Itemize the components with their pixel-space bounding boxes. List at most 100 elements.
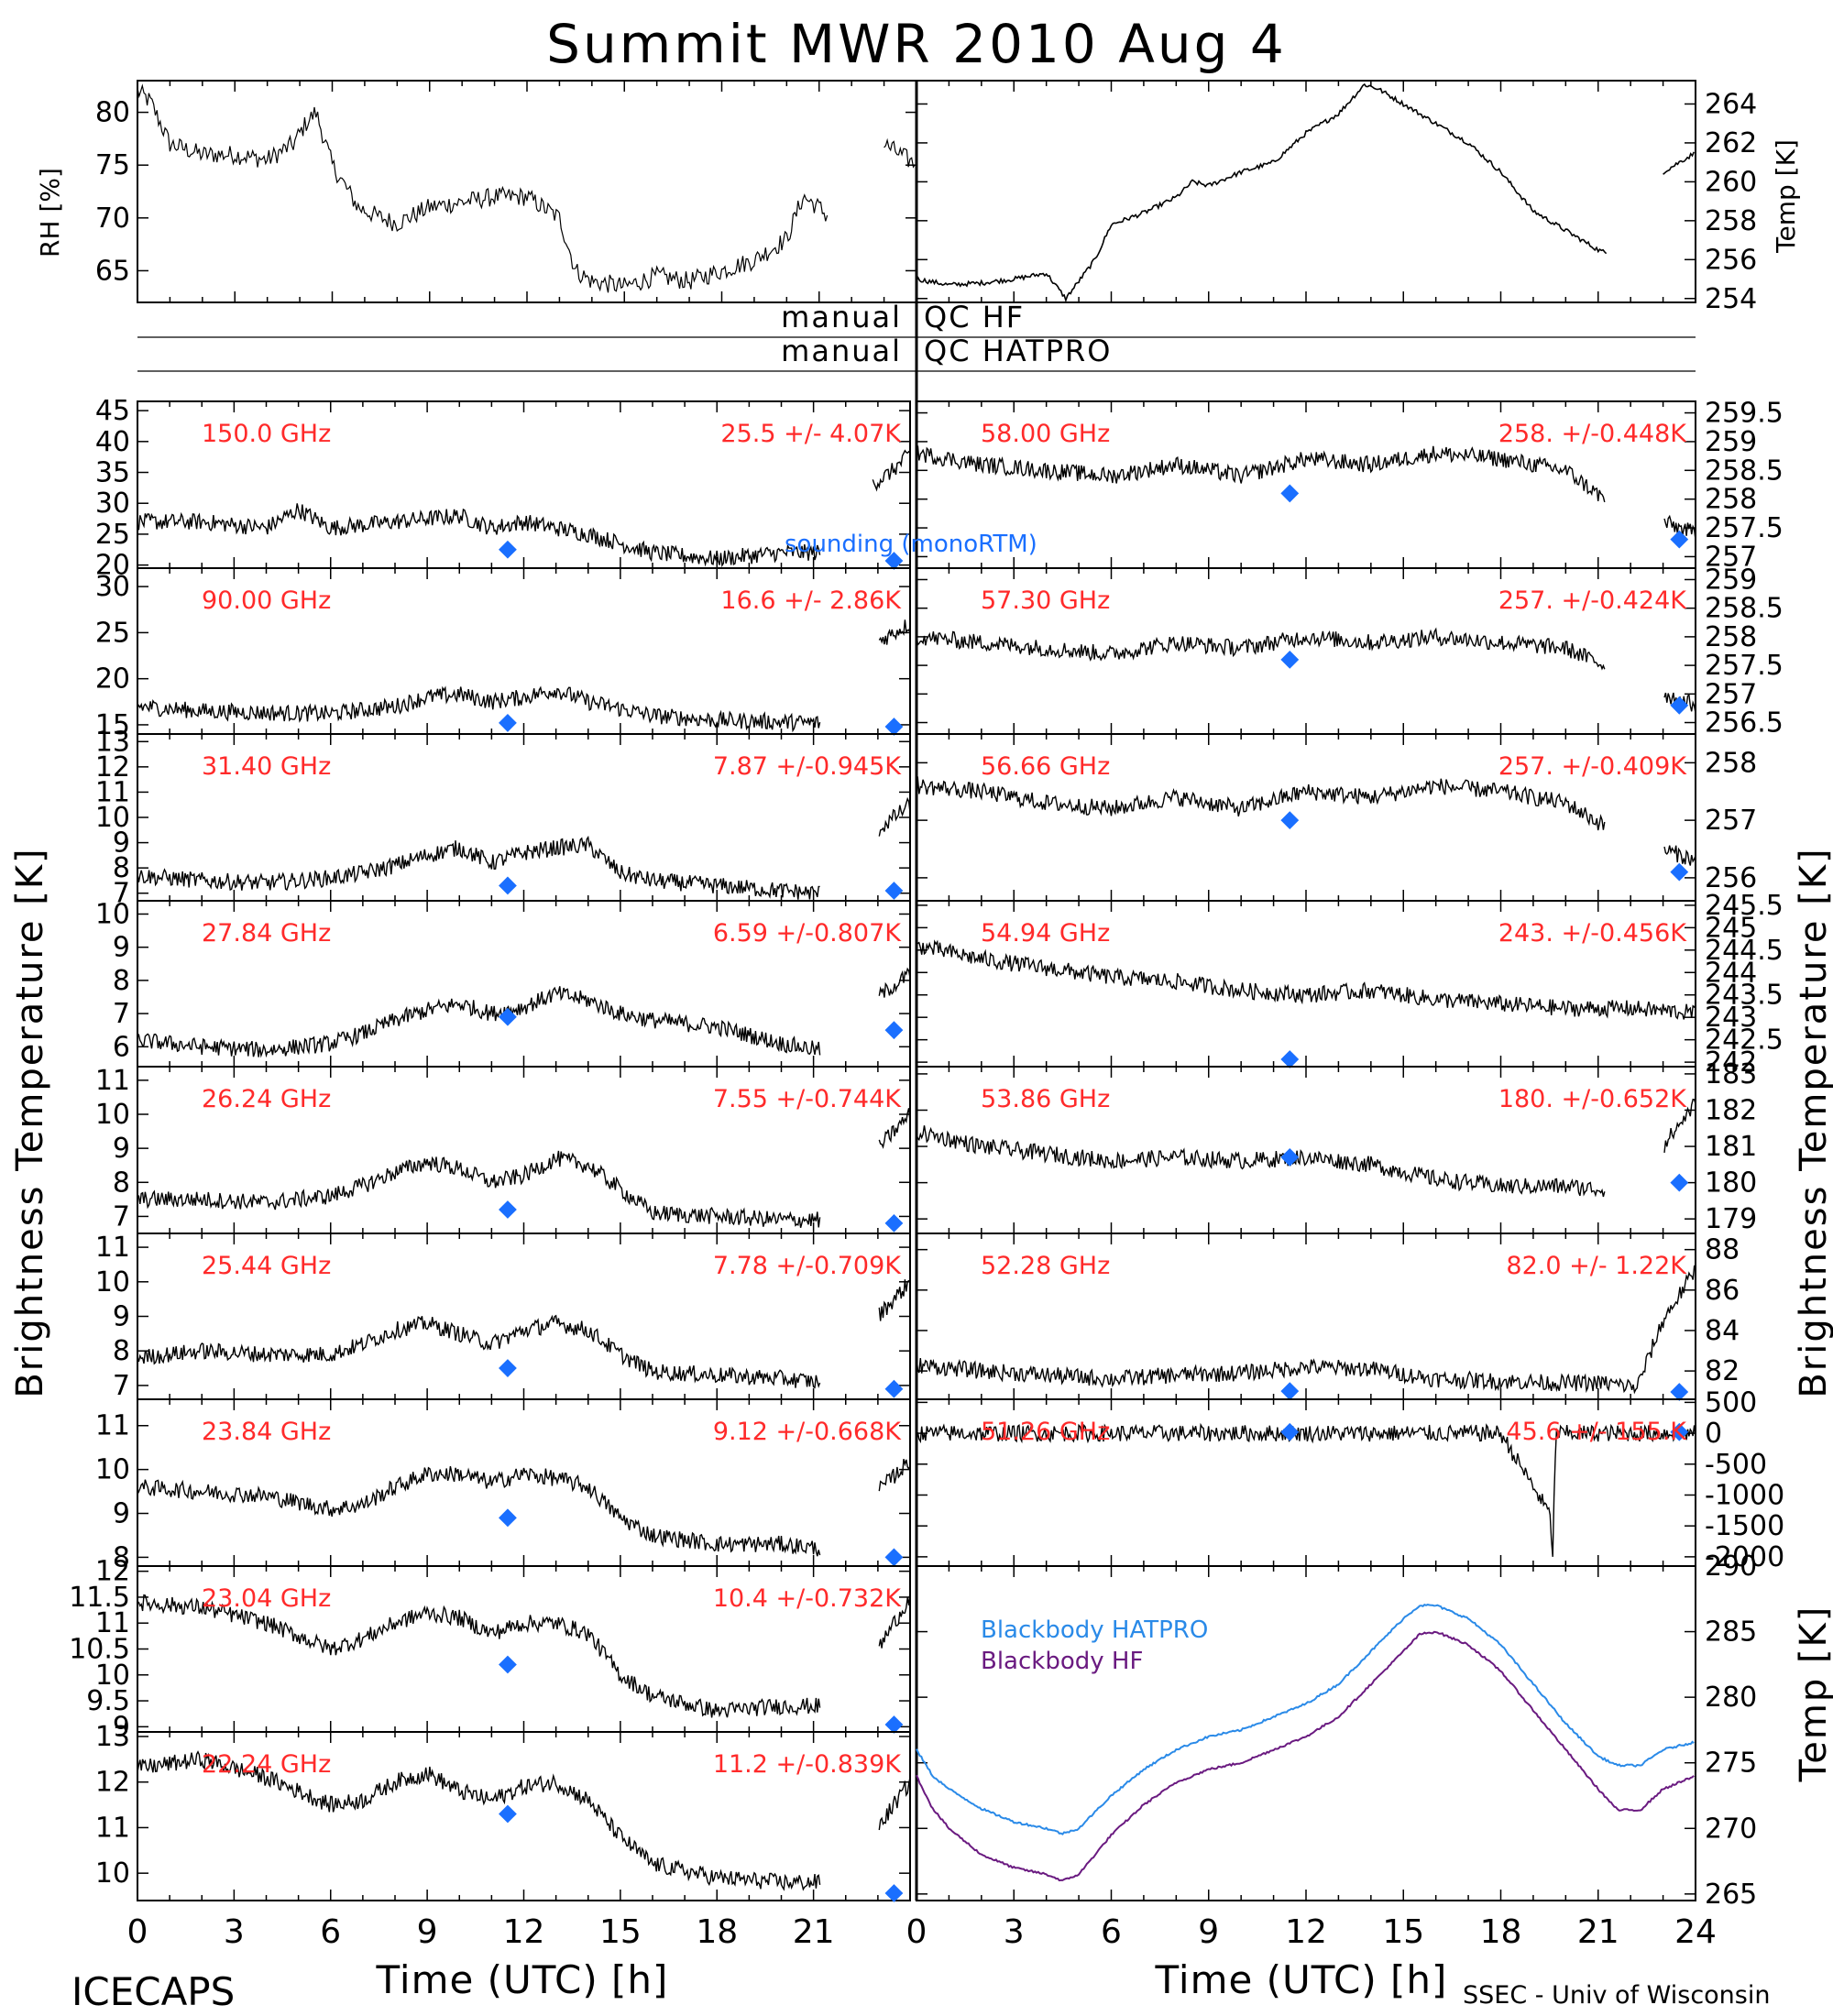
left-channel-1-ytick-label: 20 xyxy=(95,663,130,696)
right-channel-1-stat-label: 257. +/-0.424K xyxy=(1498,586,1687,615)
rh-panel-ytick-label: 80 xyxy=(95,97,130,129)
temp-panel-ytick-label: 260 xyxy=(1705,166,1757,198)
left-y-axis-label: Brightness Temperature [K] xyxy=(9,847,51,1397)
left-channel-6-sounding-marker xyxy=(499,1508,517,1528)
right-channel-0-ytick-label: 257.5 xyxy=(1705,512,1784,544)
left-channel-8-ytick-label: 10 xyxy=(95,1857,130,1890)
left-channel-6-ytick-label: 8 xyxy=(113,1541,130,1573)
right-channel-3-stat-label: 243. +/-0.456K xyxy=(1498,919,1687,948)
right-channel-6-ytick-label: -500 xyxy=(1705,1449,1767,1481)
left-channel-7-ytick-label: 9.5 xyxy=(86,1685,130,1717)
left-channel-4-ytick-label: 9 xyxy=(113,1133,130,1165)
left-channel-2-ytick-label: 11 xyxy=(95,776,130,808)
right-channel-2-ytick-label: 256 xyxy=(1705,862,1757,894)
right-channel-2-stat-label: 257. +/-0.409K xyxy=(1498,752,1687,781)
right-xtick-label: 6 xyxy=(1101,1913,1122,1951)
right-channel-2-sounding-marker xyxy=(1670,862,1689,882)
left-channel-7-freq-label: 23.04 GHz xyxy=(202,1584,331,1613)
right-xtick-label: 0 xyxy=(906,1913,927,1951)
left-channel-4-sounding-marker xyxy=(499,1200,517,1219)
left-channel-1-stat-label: 16.6 +/- 2.86K xyxy=(720,586,902,615)
right-channel-2: 256 257 258 xyxy=(916,733,1757,902)
right-channel-4-freq-label: 53.86 GHz xyxy=(981,1085,1110,1113)
left-channel-3-sounding-marker xyxy=(499,1007,517,1026)
left-channel-3-ytick-label: 7 xyxy=(113,998,130,1030)
left-channel-3-ytick-label: 10 xyxy=(95,898,130,930)
bb-hf-legend: Blackbody HF xyxy=(981,1648,1143,1675)
right-channel-5-stat-label: 82.0 +/- 1.22K xyxy=(1506,1252,1687,1280)
right-channel-0-ytick-label: 258.5 xyxy=(1705,455,1784,487)
left-channel-4-trace xyxy=(137,1108,911,1228)
right-xtick-label: 18 xyxy=(1480,1913,1522,1951)
rh-panel-frame xyxy=(137,80,917,303)
temp-panel-ytick-label: 254 xyxy=(1705,283,1757,315)
left-channel-5-ytick-label: 9 xyxy=(113,1301,130,1333)
left-channel-8-freq-label: 22.24 GHz xyxy=(202,1750,331,1779)
right-xtick-label: 24 xyxy=(1674,1913,1717,1951)
right-channel-1-sounding-marker xyxy=(1670,696,1689,715)
left-channel-6-ytick-label: 9 xyxy=(113,1498,130,1530)
left-channel-3-stat-label: 6.59 +/-0.807K xyxy=(713,919,902,948)
right-channel-5-ytick-label: 84 xyxy=(1705,1315,1740,1347)
right-channel-3-sounding-marker xyxy=(1280,1050,1300,1068)
left-channel-1-ytick-label: 30 xyxy=(95,571,130,603)
right-channel-2-sounding-marker xyxy=(1280,811,1300,830)
temp-trace xyxy=(916,82,1695,303)
right-channel-4-sounding-marker xyxy=(1670,1173,1689,1192)
left-channel-0-stat-label: 25.5 +/- 4.07K xyxy=(720,420,902,448)
left-channel-7-ytick-label: 10.5 xyxy=(69,1634,130,1666)
left-channel-8-stat-label: 11.2 +/-0.839K xyxy=(713,1750,902,1779)
right-xtick-label: 21 xyxy=(1577,1913,1619,1951)
right-channel-1-ytick-label: 259 xyxy=(1705,564,1757,596)
qc-hf-label-right: QC HF xyxy=(924,300,1025,334)
right-channel-6-sounding-marker xyxy=(1670,1422,1689,1441)
right-xtick-label: 9 xyxy=(1198,1913,1219,1951)
right-channel-6-ytick-label: -1500 xyxy=(1705,1510,1784,1542)
left-channel-2-ytick-label: 12 xyxy=(95,751,130,783)
blackbody-series-1 xyxy=(916,1630,1695,1882)
left-xtick-label: 12 xyxy=(503,1913,545,1951)
left-channel-5-sounding-marker xyxy=(884,1379,904,1398)
left-channel-2-ytick-label: 13 xyxy=(95,726,130,758)
left-channel-5-ytick-label: 11 xyxy=(95,1232,130,1264)
right-channel-4-ytick-label: 180 xyxy=(1705,1167,1757,1200)
left-channel-8-sounding-marker xyxy=(884,1884,904,1902)
right-channel-3-ytick-label: 244.5 xyxy=(1705,935,1784,967)
right-channel-2-ytick-label: 258 xyxy=(1705,747,1757,779)
rh-panel: 65 70 75 80 xyxy=(95,80,917,303)
left-channel-0-ytick-label: 30 xyxy=(95,488,130,520)
left-channel-1-ytick-label: 15 xyxy=(95,709,130,741)
left-channel-5-stat-label: 7.78 +/-0.709K xyxy=(713,1252,902,1280)
left-channel-4-stat-label: 7.55 +/-0.744K xyxy=(713,1085,902,1113)
right-channel-5-trace xyxy=(916,1265,1696,1395)
right-channel-6-freq-label: 51.26 GHz xyxy=(981,1418,1110,1446)
right-channel-0-sounding-marker xyxy=(1280,484,1300,503)
left-channel-3-ytick-label: 8 xyxy=(113,965,130,997)
right-channel-1-sounding-marker xyxy=(1280,650,1300,669)
left-channel-8-trace xyxy=(137,1750,911,1891)
right-channel-3-ytick-label: 245 xyxy=(1705,912,1757,944)
left-channel-5-ytick-label: 7 xyxy=(113,1370,130,1402)
rh-panel-ytick-label: 75 xyxy=(95,149,130,181)
rh-panel-ytick-label: 65 xyxy=(95,255,130,287)
temp-axis-label-top: Temp [K] xyxy=(1771,139,1801,254)
left-channel-0-ytick-label: 35 xyxy=(95,457,130,489)
left-channel-4-ytick-label: 11 xyxy=(95,1065,130,1097)
left-channel-6-trace xyxy=(137,1459,911,1557)
right-channel-5-ytick-label: 86 xyxy=(1705,1275,1740,1307)
right-channel-0-ytick-label: 259 xyxy=(1705,426,1757,458)
left-channel-8: 10 11 12 13 xyxy=(95,1721,911,1901)
right-channel-0-sounding-marker xyxy=(1670,530,1689,549)
rh-panel-ytick-label: 70 xyxy=(95,203,130,235)
left-channel-7-ytick-label: 12 xyxy=(95,1556,130,1588)
left-channel-3-freq-label: 27.84 GHz xyxy=(202,919,331,948)
right-channel-5-ytick-label: 82 xyxy=(1705,1355,1740,1387)
qc-hatpro-label-left: manual xyxy=(781,334,902,368)
right-channel-3-ytick-label: 244 xyxy=(1705,957,1757,989)
right-channel-3-ytick-label: 242.5 xyxy=(1705,1024,1784,1057)
